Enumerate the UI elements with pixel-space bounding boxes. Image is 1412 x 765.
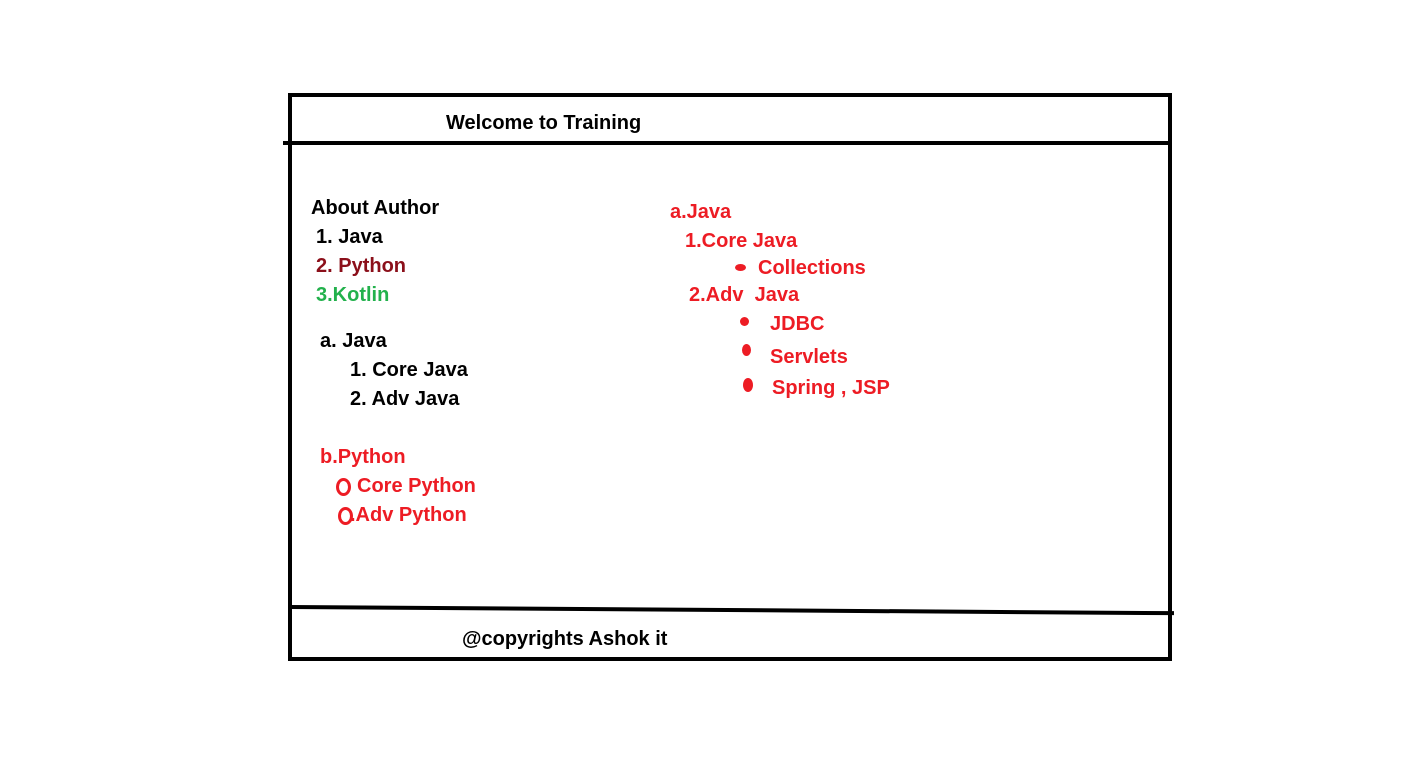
bullet-icon	[338, 507, 353, 525]
menu-item-kotlin[interactable]: 3.Kotlin	[316, 284, 390, 306]
right-adv-item-spring-jsp: Spring , JSP	[772, 377, 890, 399]
header-title: Welcome to Training	[446, 112, 642, 134]
bullet-icon	[336, 478, 351, 496]
right-core-java: 1.Core Java	[685, 230, 798, 252]
right-adv-java: 2.Adv Java	[689, 284, 800, 306]
header-divider	[283, 141, 1168, 145]
footer-copyright: @copyrights Ashok it	[462, 628, 668, 650]
bullet-icon	[742, 344, 751, 356]
right-adv-item-jdbc: JDBC	[770, 313, 825, 335]
menu-item-python[interactable]: 2. Python	[316, 255, 407, 277]
right-adv-item-servlets: Servlets	[770, 346, 848, 368]
python-item-adv: .Adv Python	[350, 504, 467, 526]
python-section-heading: b.Python	[320, 446, 406, 468]
right-core-item-collections: Collections	[758, 257, 866, 279]
java-item-adv: 2. Adv Java	[350, 388, 460, 410]
python-item-core: Core Python	[357, 475, 476, 497]
java-section-heading: a. Java	[320, 330, 387, 352]
about-author-link[interactable]: About Author	[311, 197, 440, 219]
menu-item-java[interactable]: 1. Java	[316, 226, 383, 248]
java-item-core: 1. Core Java	[350, 359, 468, 381]
page-frame	[288, 93, 1172, 661]
bullet-icon	[735, 264, 746, 271]
bullet-icon	[740, 317, 749, 326]
bullet-icon	[743, 378, 753, 392]
right-java-heading: a.Java	[670, 201, 732, 223]
